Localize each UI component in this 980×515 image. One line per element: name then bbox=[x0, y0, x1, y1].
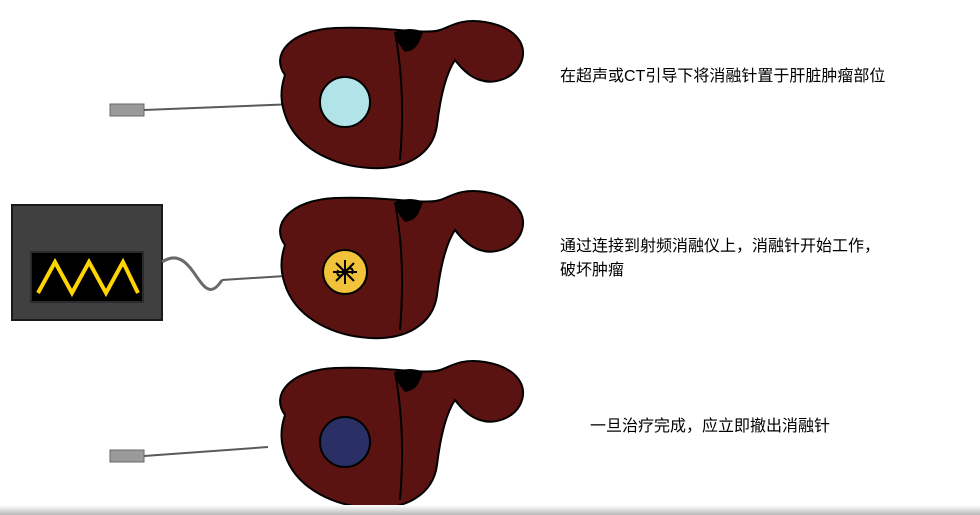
step-1-graphic bbox=[0, 10, 560, 170]
liver-shape bbox=[280, 361, 523, 508]
step-2-caption: 通过连接到射频消融仪上，消融针开始工作， 破坏肿瘤 bbox=[560, 235, 965, 283]
diagram-stage: 在超声或CT引导下将消融针置于肝脏肿瘤部位 bbox=[0, 0, 980, 515]
step-2-graphic bbox=[0, 180, 560, 340]
rf-ablation-machine bbox=[12, 205, 162, 320]
step-1: 在超声或CT引导下将消融针置于肝脏肿瘤部位 bbox=[0, 10, 980, 170]
step-1-caption: 在超声或CT引导下将消融针置于肝脏肿瘤部位 bbox=[560, 65, 960, 89]
step-3: 一旦治疗完成，应立即撤出消融针 bbox=[0, 350, 980, 510]
liver-shape bbox=[280, 191, 523, 338]
needle-probe bbox=[110, 447, 268, 462]
tumor-step1 bbox=[320, 77, 370, 127]
step-2: 通过连接到射频消融仪上，消融针开始工作， 破坏肿瘤 bbox=[0, 180, 980, 340]
liver-shape bbox=[280, 21, 523, 168]
step-3-graphic bbox=[0, 350, 560, 510]
tumor-step2 bbox=[323, 250, 367, 294]
tumor-step3 bbox=[320, 417, 370, 467]
step-3-caption: 一旦治疗完成，应立即撤出消融针 bbox=[590, 415, 970, 439]
rf-cable bbox=[162, 258, 222, 290]
bottom-gradient bbox=[0, 505, 980, 515]
